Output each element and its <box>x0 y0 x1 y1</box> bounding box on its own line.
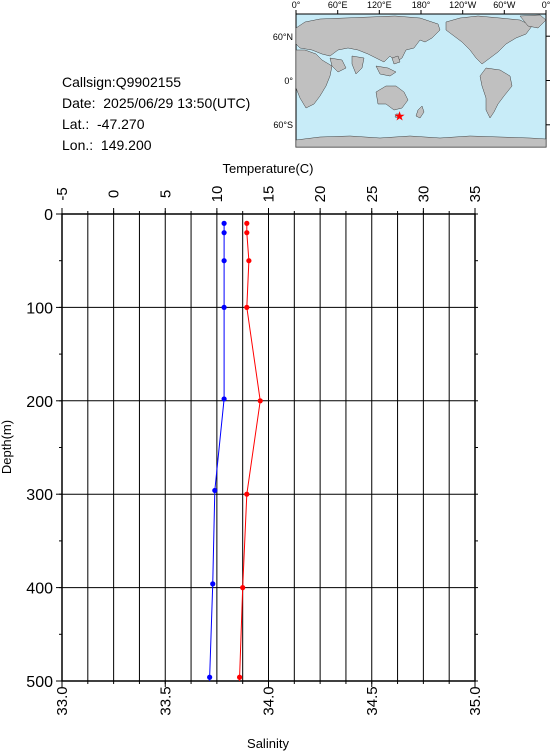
salinity-tick-label: 34.5 <box>364 686 381 715</box>
longitude-text: Lon.: 149.200 <box>62 137 152 153</box>
map-land <box>295 14 547 148</box>
temperature-tick-label: 35 <box>467 186 484 203</box>
map-lon-label: 0° <box>542 0 551 10</box>
temperature-point <box>244 220 250 226</box>
salinity-point <box>207 674 213 680</box>
temperature-tick-label: 0 <box>106 190 123 198</box>
temperature-tick-label: 20 <box>312 186 329 203</box>
salinity-profile-line <box>209 223 225 678</box>
callsign-text: Callsign:Q9902155 <box>62 74 182 90</box>
temperature-tick-label: 25 <box>364 186 381 203</box>
salinity-tick-label: 34.0 <box>261 686 278 715</box>
salinity-point <box>221 220 227 226</box>
date-text: Date: 2025/06/29 13:50(UTC) <box>62 95 251 111</box>
salinity-point <box>221 396 227 402</box>
latitude-text: Lat.: -47.270 <box>62 116 145 132</box>
depth-tick-label: 100 <box>26 300 53 317</box>
temperature-tick-label: 10 <box>209 186 226 203</box>
world-map-inset: 0° 60°E 120°E 180° 120°W 60°W 0° 60°N 0°… <box>273 0 551 148</box>
salinity-axis-title: Salinity <box>247 736 289 751</box>
salinity-point <box>221 304 227 310</box>
depth-tick-label: 200 <box>26 394 53 411</box>
map-lat-label: 60°S <box>273 120 293 130</box>
map-lat-label: 0° <box>284 76 293 86</box>
temperature-point <box>240 585 246 591</box>
temperature-point <box>244 230 250 236</box>
map-lon-label: 180° <box>412 0 431 10</box>
temperature-profile-line <box>239 223 261 678</box>
temperature-point <box>246 258 252 264</box>
temperature-point <box>236 674 243 680</box>
salinity-tick-label: 33.0 <box>54 686 71 715</box>
depth-tick-label: 500 <box>26 674 53 691</box>
temperature-axis-title: Temperature(C) <box>222 161 313 176</box>
temperature-point <box>244 491 250 497</box>
station-star-icon: ★ <box>394 108 406 123</box>
salinity-tick-label: 33.5 <box>157 686 174 715</box>
temperature-tick-label: 30 <box>415 186 432 203</box>
map-lat-label: 60°N <box>273 32 293 42</box>
depth-axis-title: Depth(m) <box>0 420 14 474</box>
temperature-point <box>244 304 250 310</box>
salinity-point <box>212 487 218 494</box>
depth-tick-label: 400 <box>26 581 53 598</box>
temperature-tick-label: 15 <box>261 186 278 203</box>
temperature-tick-label: 5 <box>157 190 174 198</box>
depth-tick-label: 0 <box>44 207 53 224</box>
salinity-point <box>221 230 227 236</box>
station-info: Callsign:Q9902155 Date: 2025/06/29 13:50… <box>62 72 250 156</box>
map-lon-label: 0° <box>292 0 301 10</box>
salinity-tick-label: 35.0 <box>467 686 484 715</box>
map-lon-label: 120°W <box>449 0 477 10</box>
salinity-point <box>210 581 216 587</box>
depth-tick-label: 300 <box>26 487 53 504</box>
salinity-point <box>221 258 227 264</box>
map-lon-label: 60°W <box>493 0 516 10</box>
map-lon-label: 60°E <box>328 0 348 10</box>
temperature-tick-label: -5 <box>54 187 71 200</box>
temperature-point <box>257 398 263 404</box>
map-lon-label: 120°E <box>367 0 392 10</box>
